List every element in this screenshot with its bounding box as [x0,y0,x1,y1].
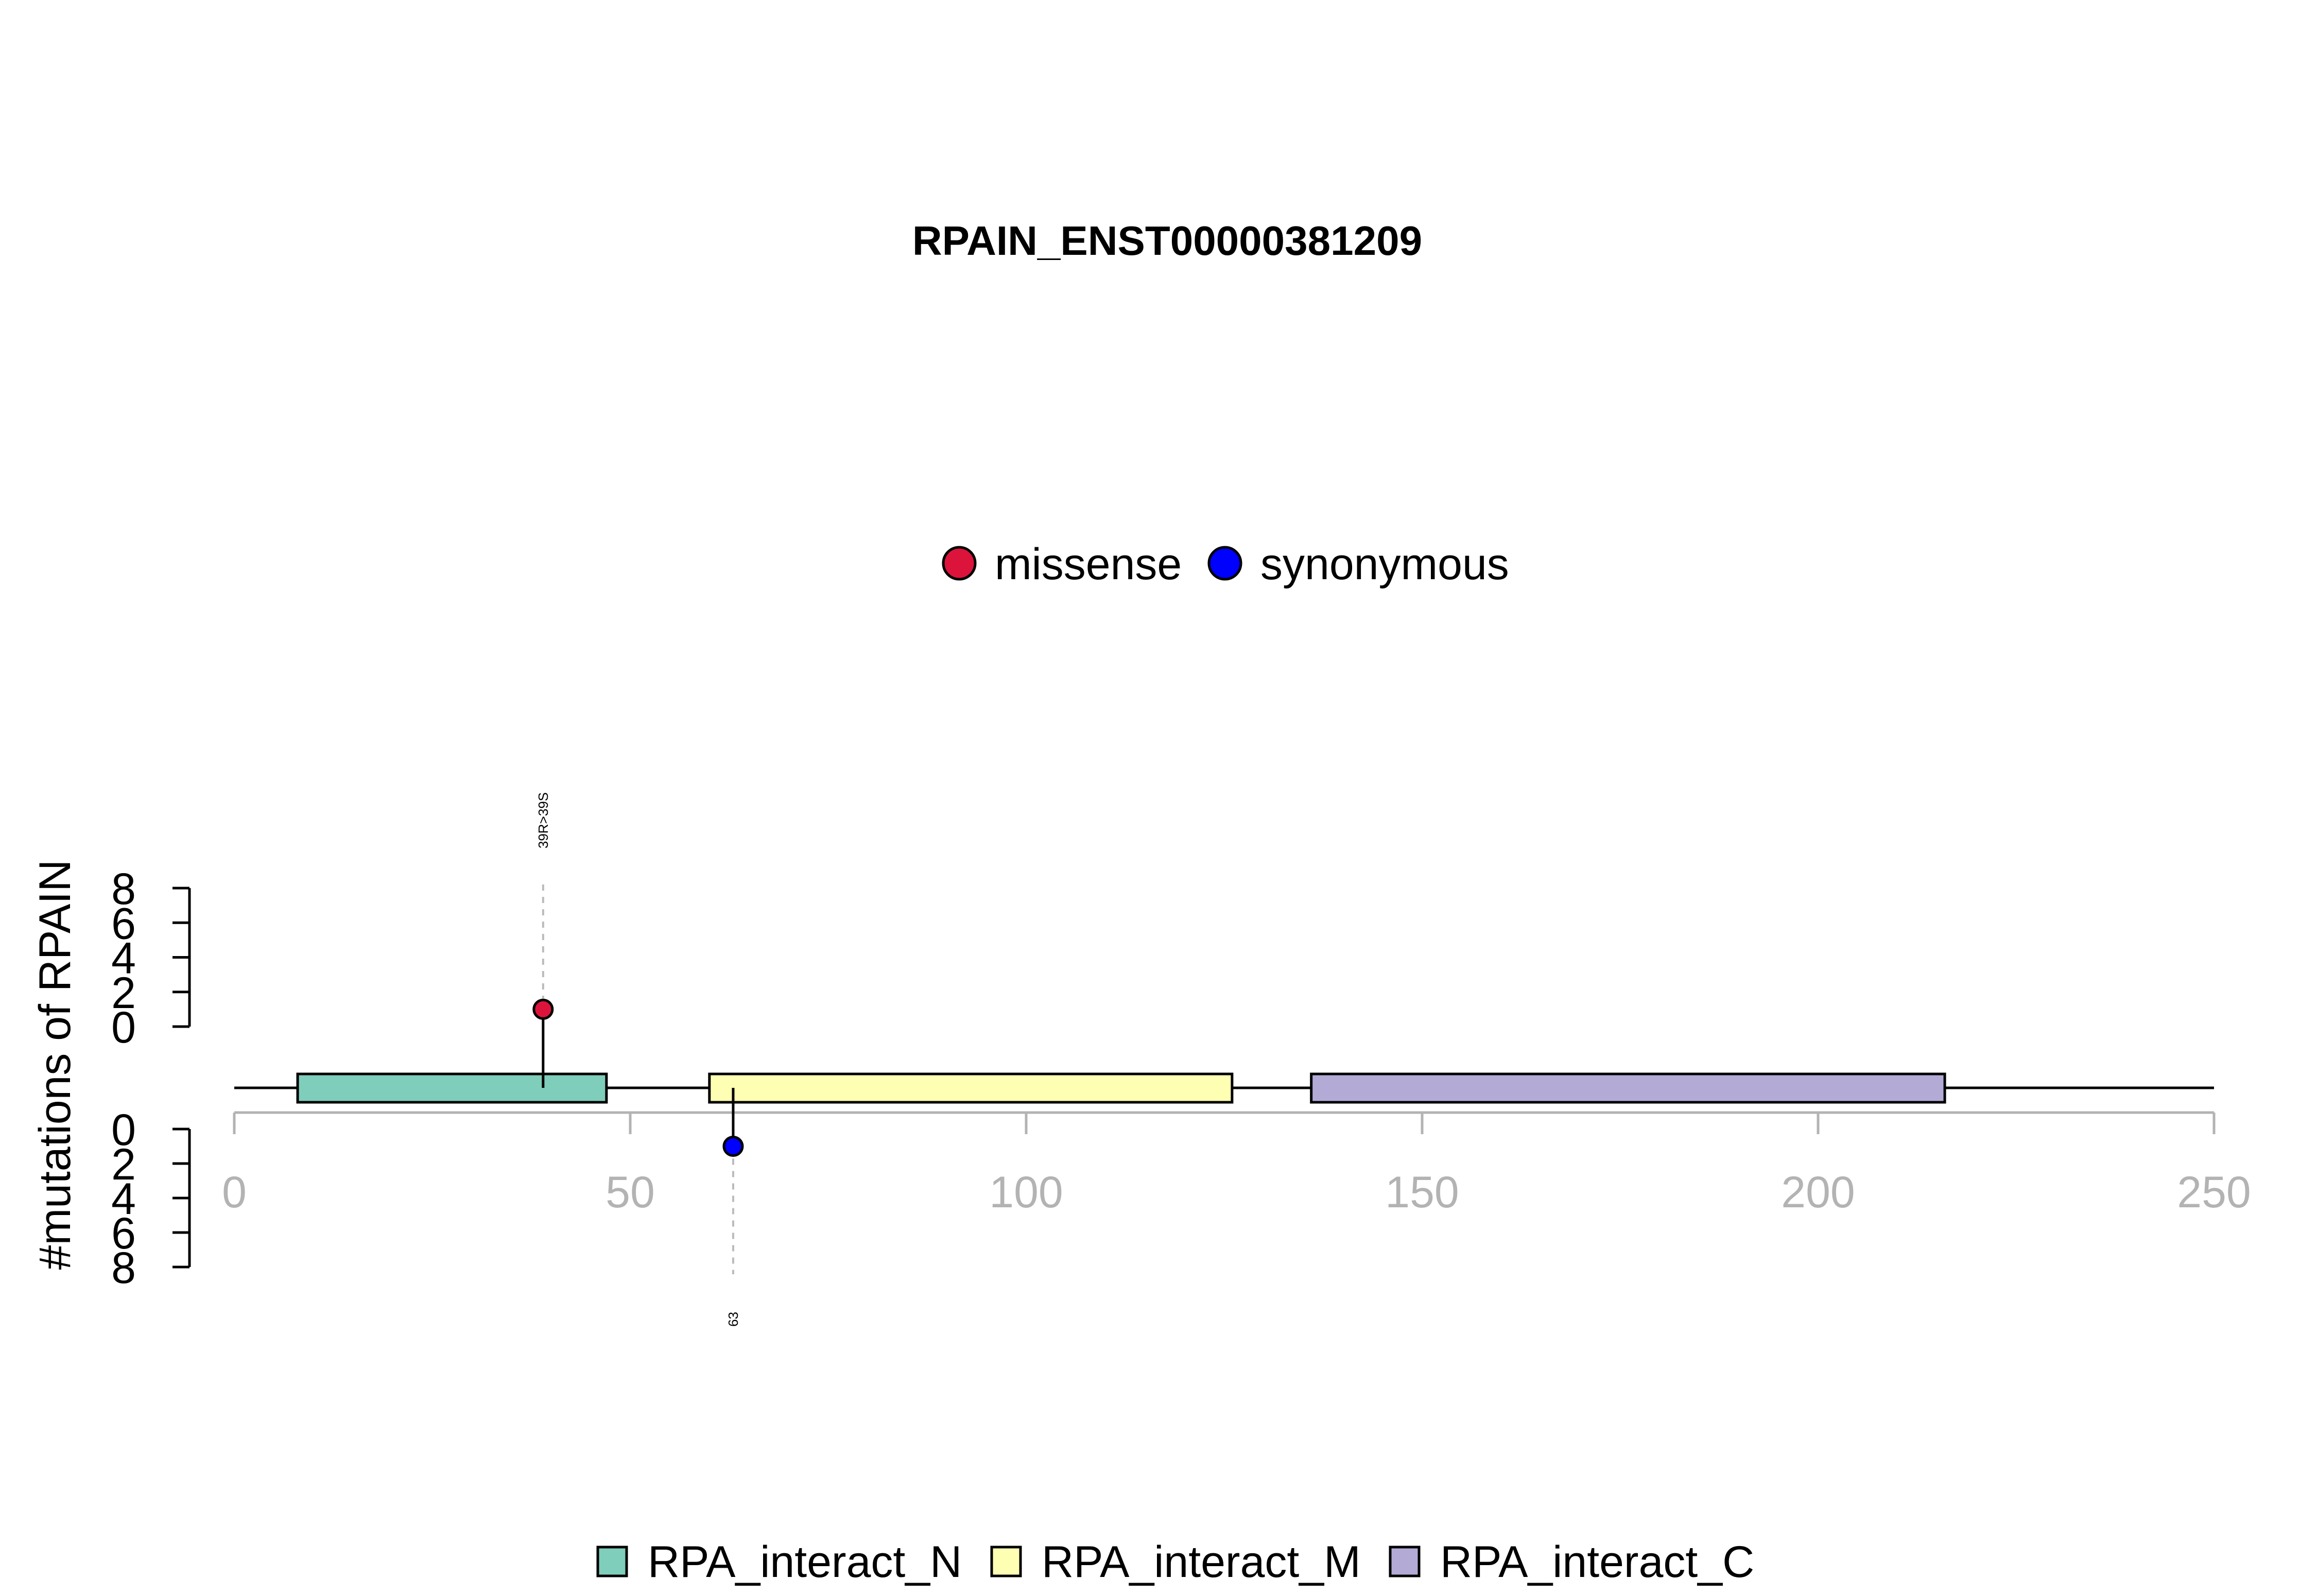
upper-count-tick-label: 8 [111,864,136,914]
mutation-label: 39R>39S [535,792,551,848]
position-tick-label: 0 [222,1168,247,1217]
legend-rpa-interact-c-swatch [1389,1546,1421,1577]
y-axis-label: #mutations of RPAIN [30,860,80,1270]
position-tick-label: 250 [2177,1168,2251,1217]
position-tick-label: 50 [606,1168,655,1217]
position-tick-label: 150 [1385,1168,1459,1217]
lower-count-tick-label: 8 [111,1243,136,1293]
legend-rpa-interact-c-label: RPA_interact_C [1440,1537,1754,1587]
upper-count-tick-label: 2 [111,968,136,1018]
position-tick-label: 100 [989,1168,1063,1217]
position-axis: 0 50 100 150 200 250 [222,1111,2251,1217]
legend-synonymous-label: synonymous [1260,540,1509,589]
legend-rpa-interact-n-swatch [596,1546,628,1577]
mutation-type-legend: missense synonymous [942,540,1509,589]
legend-missense-label: missense [995,540,1182,589]
mutation-head [722,1136,744,1157]
legend-synonymous-marker [1207,546,1242,581]
upper-count-tick-label: 6 [111,899,136,948]
protein-domains [296,1072,1946,1104]
mutation-lollipops: 39R>39S 63 [532,792,744,1327]
lower-count-tick-label: 4 [111,1174,136,1224]
domain-rpa-interact-n [296,1072,608,1104]
domain-rpa-interact-c [1310,1072,1946,1104]
mutation-missense: 39R>39S [532,792,554,1088]
mutation-label: 63 [725,1312,741,1327]
domain-rpa-interact-m [708,1072,1234,1104]
legend-missense-marker [942,546,977,581]
legend-rpa-interact-m-label: RPA_interact_M [1042,1537,1361,1587]
upper-count-tick-label: 0 [111,1003,136,1052]
legend-rpa-interact-m-swatch [990,1546,1022,1577]
chart-title: RPAIN_ENST00000381209 [912,218,1422,264]
domain-legend: RPA_interact_N RPA_interact_M RPA_intera… [596,1537,1754,1587]
position-tick-label: 200 [1781,1168,1855,1217]
upper-count-tick-label: 4 [111,934,136,983]
legend-rpa-interact-n-label: RPA_interact_N [648,1537,962,1587]
mutation-synonymous: 63 [722,1088,744,1327]
lower-count-tick-label: 0 [111,1105,136,1155]
lower-count-tick-label: 2 [111,1140,136,1189]
mutation-head [532,998,554,1020]
lower-count-tick-label: 6 [111,1209,136,1258]
